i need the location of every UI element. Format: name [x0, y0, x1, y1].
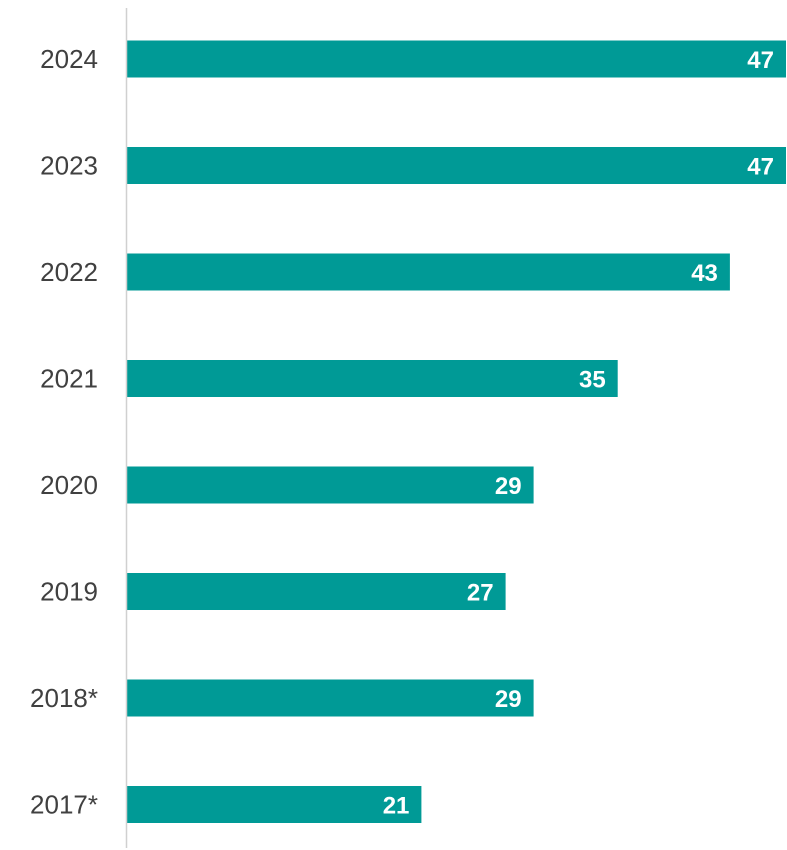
value-label: 29: [495, 686, 522, 713]
bars-group: 2024 47 2023 47 2022 43 2021 35 2020 29 2019 27 2018…: [30, 40, 786, 823]
category-label: 2024: [40, 44, 98, 74]
value-label: 35: [579, 367, 606, 394]
category-label: 2022: [40, 257, 98, 287]
bar-2018-star: [127, 679, 534, 717]
value-label: 43: [691, 260, 718, 287]
category-label: 2023: [40, 151, 98, 181]
bar-2019: [127, 573, 506, 610]
value-label: 21: [383, 793, 410, 820]
bar-2023: [127, 147, 786, 184]
bar-2022: [127, 253, 730, 291]
bar-2024: [127, 40, 786, 78]
bar-2021: [127, 360, 618, 397]
value-label: 47: [747, 154, 774, 181]
category-label: 2020: [40, 470, 98, 500]
category-label: 2018*: [30, 683, 98, 713]
bar-2017-star: [127, 786, 422, 823]
value-label: 27: [467, 580, 494, 607]
value-label: 29: [495, 473, 522, 500]
category-label: 2019: [40, 577, 98, 607]
category-label: 2017*: [30, 790, 98, 820]
bar-2020: [127, 466, 534, 504]
category-label: 2021: [40, 364, 98, 394]
value-label: 47: [747, 47, 774, 74]
